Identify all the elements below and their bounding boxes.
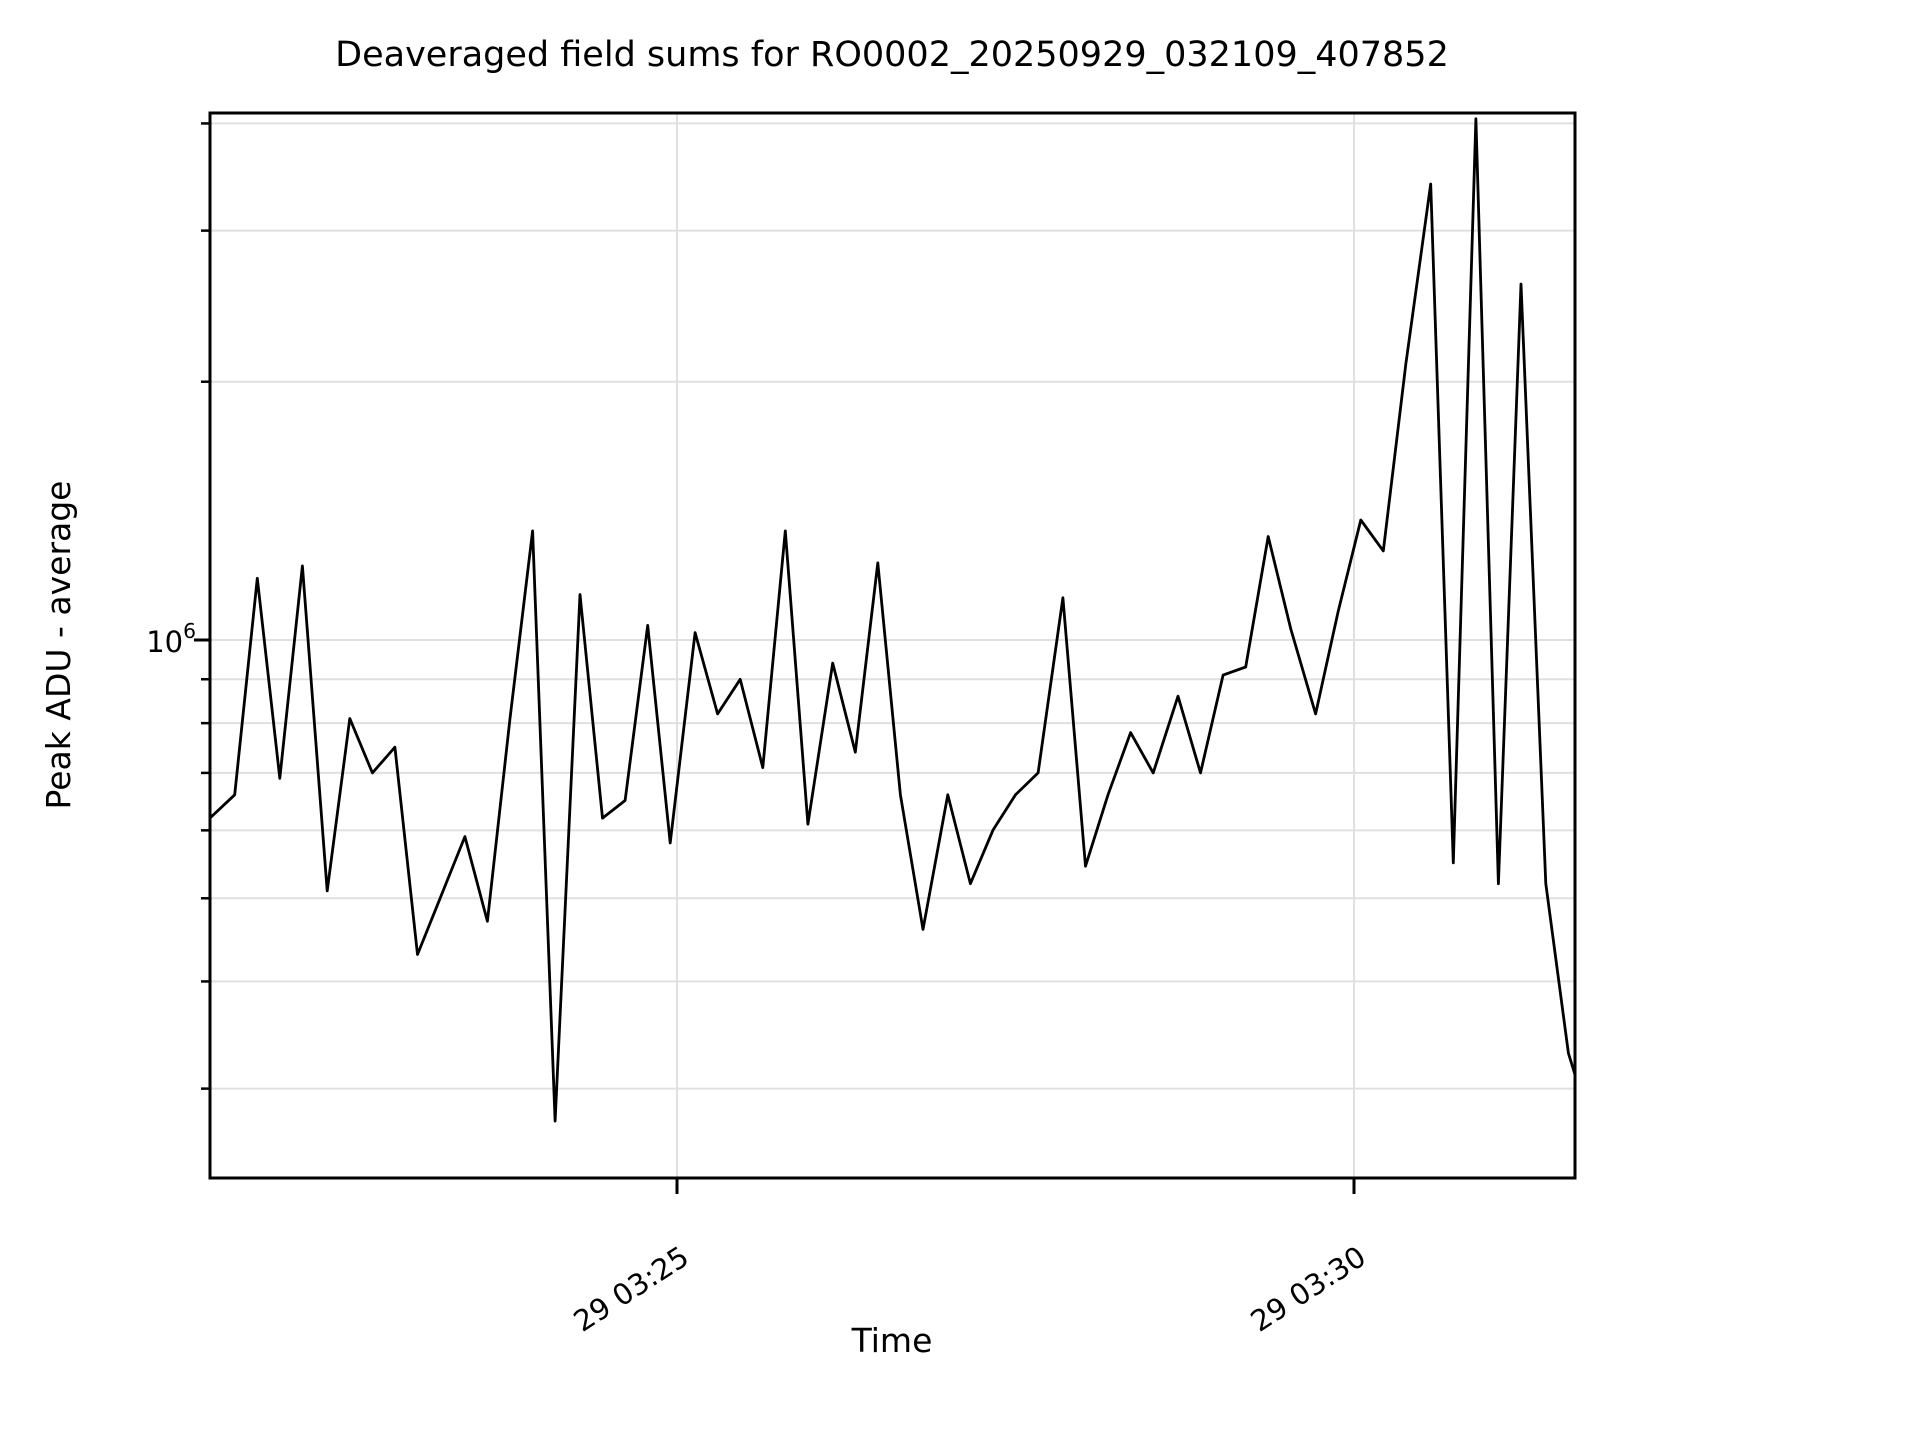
x-tick-label-0330: 29 03:30 (1245, 1239, 1372, 1338)
y-axis-label: Peak ADU - average (39, 481, 78, 810)
x-tick-label-0325: 29 03:25 (568, 1239, 695, 1338)
tick-marks (194, 122, 1356, 1194)
x-axis-label: Time (851, 1321, 933, 1360)
chart-title: Deaveraged field sums for RO0002_2025092… (335, 35, 1449, 75)
gridlines (210, 113, 1575, 1178)
plot-border (208, 111, 1577, 1180)
y-tick-label-1e6: 106 (146, 619, 196, 659)
data-line (210, 117, 1575, 1123)
